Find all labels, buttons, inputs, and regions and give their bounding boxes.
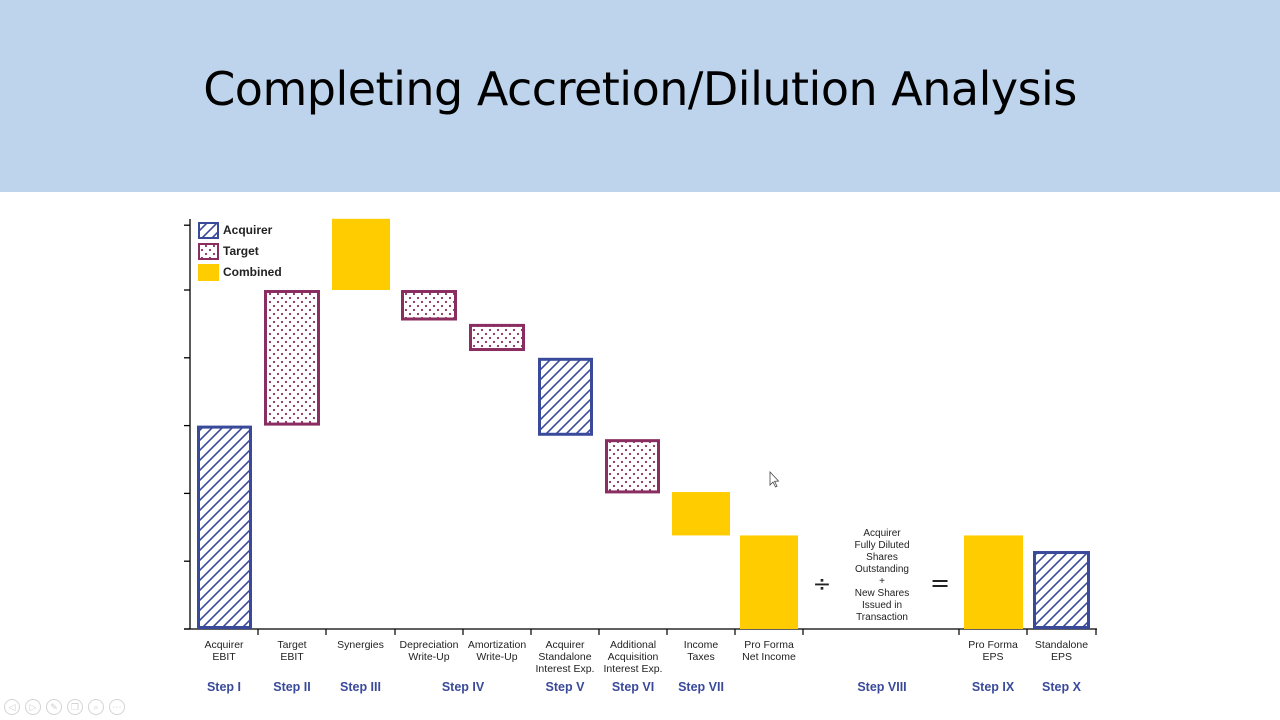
- x-axis-labels: Acquirer EBIT Target EBIT Synergies Depreciat…: [204, 639, 1088, 675]
- pen-icon[interactable]: ✎: [46, 699, 62, 715]
- chart-bars: [197, 218, 1090, 630]
- divide-symbol: ÷: [813, 572, 831, 597]
- x-tick-label: Income Taxes: [684, 639, 719, 663]
- zoom-icon[interactable]: ⌕: [88, 699, 104, 715]
- x-tick-label: Acquirer EBIT: [204, 639, 244, 663]
- slide-title: Completing Accretion/Dilution Analysis: [203, 62, 1077, 116]
- x-tick-label: Pro Forma EPS: [968, 639, 1018, 663]
- x-tick-label: Synergies: [337, 639, 384, 651]
- equals-symbol: =: [930, 569, 950, 597]
- step-labels: Step I Step II Step III Step IV Step V Step V…: [207, 680, 1082, 694]
- bar-combined: [672, 492, 730, 536]
- bar-acquirer: [197, 425, 252, 629]
- bar-combined: [740, 535, 798, 629]
- step-label: Step III: [340, 680, 381, 694]
- x-tick-label: Standalone EPS: [1035, 639, 1088, 663]
- step-label: Step VIII: [857, 680, 906, 694]
- step-label: Step IV: [442, 680, 485, 694]
- more-icon[interactable]: ⋯: [109, 699, 125, 715]
- step-label: Step VI: [612, 680, 654, 694]
- step-label: Step IX: [972, 680, 1015, 694]
- legend-label: Target: [223, 244, 259, 258]
- x-tick-label: Amortization Write-Up: [468, 639, 527, 663]
- bar-acquirer: [1033, 551, 1090, 630]
- bar-combined: [964, 535, 1023, 629]
- bar-target: [264, 290, 320, 426]
- x-tick-label: Acquirer Standalone Interest Exp.: [536, 639, 595, 675]
- operators: ÷ = Acquirer Fully Diluted Shares Outstanding…: [769, 470, 950, 694]
- slide-toolbar: ◁ ▷ ✎ ❐ ⌕ ⋯: [4, 699, 125, 717]
- step-label: Step V: [546, 680, 586, 694]
- legend-swatch-combined: [198, 264, 219, 281]
- step-label: Step X: [1042, 680, 1082, 694]
- shares-description: Acquirer Fully Diluted Shares Outstanding + N…: [854, 528, 909, 623]
- prev-icon[interactable]: ◁: [4, 699, 20, 715]
- x-tick-label: Additional Acquisition Interest Exp.: [604, 639, 663, 675]
- step-label: Step VII: [678, 680, 724, 694]
- legend-label: Acquirer: [223, 223, 273, 237]
- bar-target: [469, 323, 525, 352]
- bar-acquirer: [538, 357, 593, 436]
- mouse-cursor-icon: [769, 470, 780, 488]
- step-label: Step I: [207, 680, 241, 694]
- bar-target: [401, 290, 457, 321]
- legend-swatch-acquirer: [198, 222, 219, 239]
- copy-icon[interactable]: ❐: [67, 699, 83, 715]
- bar-target: [605, 439, 660, 494]
- legend-swatch-target: [198, 243, 219, 260]
- x-tick-label: Pro Forma Net Income: [742, 639, 796, 663]
- title-band: [0, 0, 1280, 192]
- next-icon[interactable]: ▷: [25, 699, 41, 715]
- chart-axes: [184, 219, 1097, 635]
- step-label: Step II: [273, 680, 311, 694]
- legend-label: Combined: [223, 265, 282, 279]
- x-tick-label: Target EBIT: [277, 639, 306, 663]
- legend: Acquirer Target Combined: [198, 222, 282, 281]
- bar-combined: [332, 218, 390, 290]
- x-tick-label: Depreciation Write-Up: [400, 639, 459, 663]
